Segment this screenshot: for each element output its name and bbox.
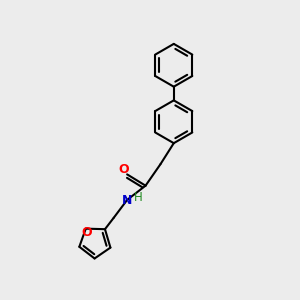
Text: O: O [82,226,92,239]
Text: N: N [122,194,132,207]
Text: H: H [134,191,143,204]
Text: O: O [118,164,129,176]
